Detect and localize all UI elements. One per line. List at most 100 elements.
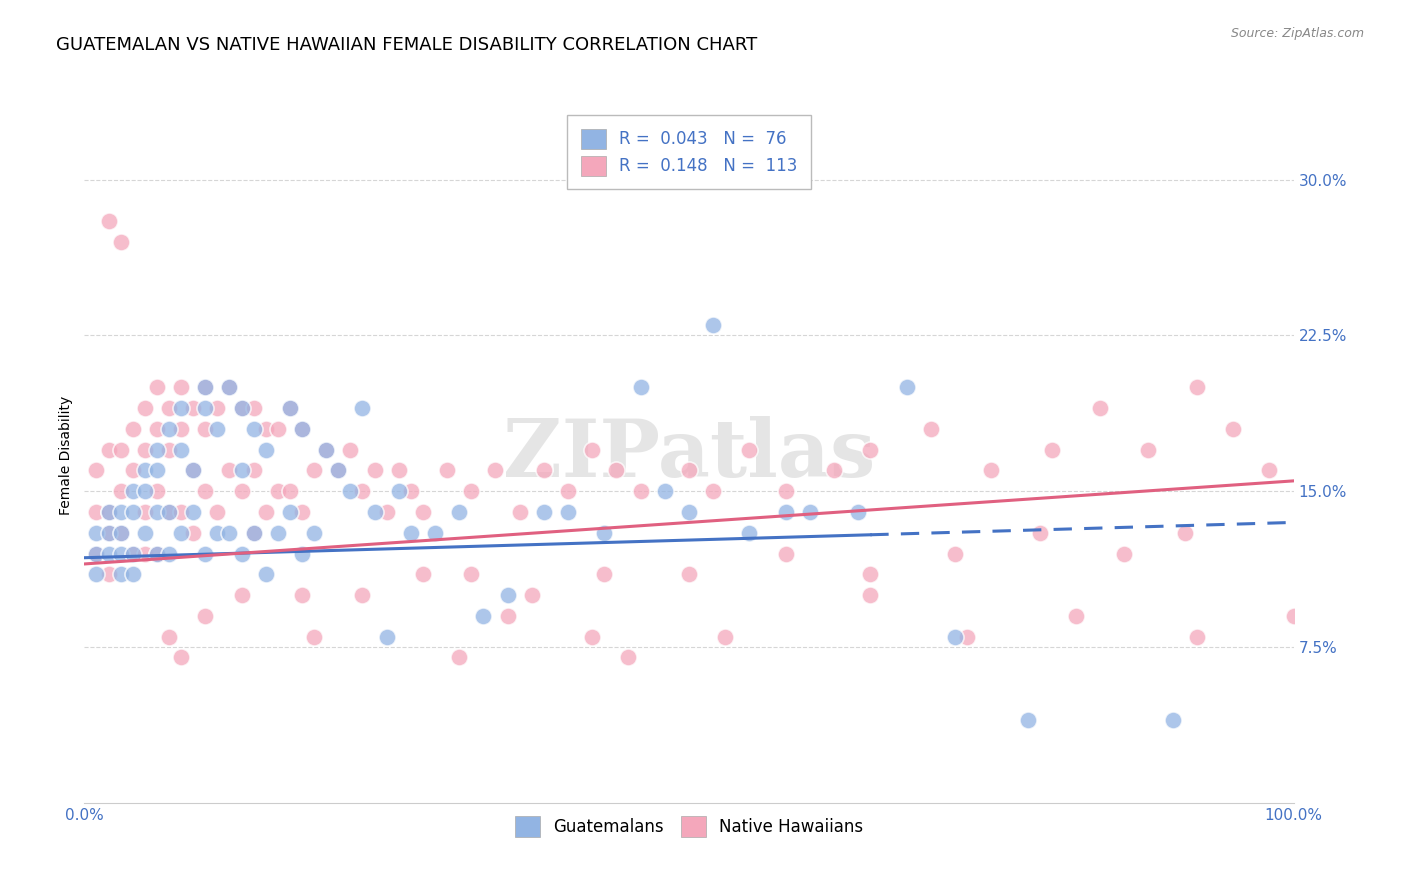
Point — [630, 380, 652, 394]
Point — [799, 505, 821, 519]
Point — [399, 484, 422, 499]
Point — [97, 525, 120, 540]
Point — [181, 463, 204, 477]
Point — [231, 547, 253, 561]
Point — [134, 442, 156, 457]
Point — [146, 422, 169, 436]
Point — [460, 567, 482, 582]
Point — [605, 463, 627, 477]
Point — [157, 505, 180, 519]
Point — [1161, 713, 1184, 727]
Point — [134, 547, 156, 561]
Point — [1028, 525, 1050, 540]
Point — [231, 463, 253, 477]
Point — [352, 588, 374, 602]
Point — [254, 422, 277, 436]
Point — [533, 505, 555, 519]
Point — [328, 463, 350, 477]
Point — [97, 505, 120, 519]
Point — [146, 484, 169, 499]
Point — [278, 401, 301, 416]
Point — [412, 567, 434, 582]
Point — [157, 422, 180, 436]
Point — [121, 567, 143, 582]
Point — [242, 401, 264, 416]
Point — [146, 463, 169, 477]
Point — [315, 442, 337, 457]
Point — [654, 484, 676, 499]
Point — [170, 525, 193, 540]
Point — [738, 442, 761, 457]
Point — [702, 318, 724, 332]
Point — [775, 505, 797, 519]
Point — [291, 547, 314, 561]
Point — [110, 525, 132, 540]
Point — [254, 505, 277, 519]
Point — [170, 650, 193, 665]
Point — [859, 588, 882, 602]
Point — [86, 547, 108, 561]
Point — [593, 525, 616, 540]
Point — [702, 484, 724, 499]
Point — [146, 380, 169, 394]
Point — [846, 505, 869, 519]
Point — [859, 442, 882, 457]
Point — [181, 505, 204, 519]
Point — [181, 463, 204, 477]
Point — [920, 422, 942, 436]
Point — [302, 630, 325, 644]
Point — [110, 442, 132, 457]
Point — [207, 422, 229, 436]
Point — [242, 422, 264, 436]
Point — [460, 484, 482, 499]
Point — [1282, 608, 1305, 623]
Point — [278, 505, 301, 519]
Point — [352, 401, 374, 416]
Point — [97, 442, 120, 457]
Point — [194, 380, 217, 394]
Point — [157, 401, 180, 416]
Point — [146, 547, 169, 561]
Point — [86, 463, 108, 477]
Point — [1088, 401, 1111, 416]
Point — [363, 505, 385, 519]
Point — [533, 463, 555, 477]
Point — [146, 442, 169, 457]
Point — [1137, 442, 1160, 457]
Point — [388, 463, 411, 477]
Point — [110, 547, 132, 561]
Point — [1258, 463, 1281, 477]
Point — [375, 630, 398, 644]
Point — [134, 505, 156, 519]
Point — [242, 525, 264, 540]
Point — [472, 608, 495, 623]
Point — [157, 630, 180, 644]
Point — [593, 567, 616, 582]
Point — [110, 484, 132, 499]
Point — [86, 567, 108, 582]
Point — [97, 505, 120, 519]
Point — [218, 525, 240, 540]
Y-axis label: Female Disability: Female Disability — [59, 395, 73, 515]
Point — [581, 442, 603, 457]
Point — [291, 588, 314, 602]
Point — [231, 401, 253, 416]
Point — [581, 630, 603, 644]
Point — [278, 401, 301, 416]
Point — [121, 547, 143, 561]
Point — [207, 505, 229, 519]
Point — [170, 422, 193, 436]
Point — [302, 525, 325, 540]
Text: ZIPatlas: ZIPatlas — [503, 416, 875, 494]
Point — [1040, 442, 1063, 457]
Point — [134, 463, 156, 477]
Point — [170, 380, 193, 394]
Point — [134, 525, 156, 540]
Point — [194, 484, 217, 499]
Point — [678, 463, 700, 477]
Point — [218, 463, 240, 477]
Point — [194, 380, 217, 394]
Point — [896, 380, 918, 394]
Point — [956, 630, 979, 644]
Point — [823, 463, 845, 477]
